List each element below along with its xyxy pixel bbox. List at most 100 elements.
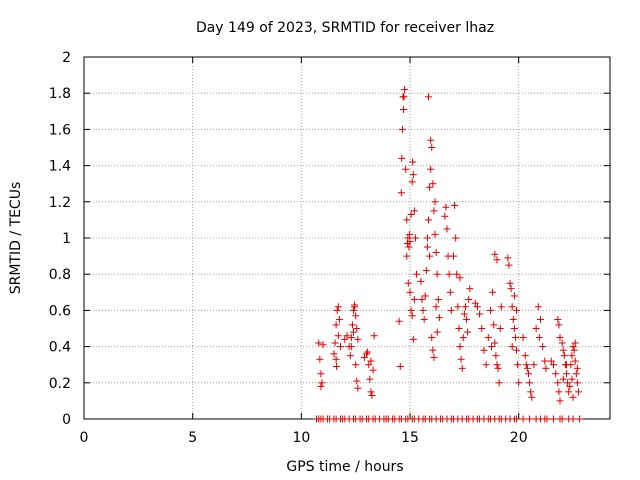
data-point	[523, 364, 531, 372]
data-point	[425, 93, 433, 101]
y-tick-label: 0	[62, 412, 71, 428]
y-tick-labels: 0 0.2 0.4 0.6 0.8 1 1.2 1.4 1.6 1.8 2	[49, 50, 71, 428]
data-point	[367, 357, 375, 365]
data-point	[510, 292, 518, 300]
data-point	[465, 296, 473, 304]
data-point	[506, 279, 514, 287]
data-point	[453, 270, 461, 278]
data-point	[405, 243, 413, 251]
data-point	[573, 364, 581, 372]
data-point	[346, 352, 354, 360]
x-tick-label: 5	[188, 430, 197, 446]
data-point	[350, 306, 358, 314]
data-point	[419, 306, 427, 314]
data-point	[491, 250, 499, 258]
data-point	[363, 350, 371, 358]
data-point	[427, 136, 435, 144]
data-point	[519, 415, 527, 423]
data-point	[420, 315, 428, 323]
data-point	[407, 210, 415, 218]
data-point	[511, 334, 519, 342]
data-point	[403, 216, 411, 224]
data-point	[507, 285, 515, 293]
data-point	[427, 165, 435, 173]
data-point	[406, 288, 414, 296]
data-point	[428, 334, 436, 342]
data-point	[484, 334, 492, 342]
data-point	[552, 370, 560, 378]
data-point	[452, 234, 460, 242]
x-tick-label: 10	[292, 430, 310, 446]
data-point	[315, 339, 323, 347]
data-point	[482, 361, 490, 369]
data-point	[397, 189, 405, 197]
data-point	[417, 277, 425, 285]
data-point	[406, 230, 414, 238]
data-point	[343, 332, 351, 340]
data-point	[431, 198, 439, 206]
data-point	[423, 243, 431, 251]
data-point	[441, 212, 449, 220]
data-point	[410, 207, 418, 215]
data-point	[333, 363, 341, 371]
data-point	[435, 314, 443, 322]
data-point	[496, 325, 504, 332]
y-tick-label: 0.8	[49, 267, 71, 283]
data-point	[513, 346, 521, 354]
data-point	[413, 270, 421, 278]
y-tick-label: 1.4	[49, 159, 71, 175]
data-point	[547, 357, 555, 365]
y-tick-label: 1.8	[49, 86, 71, 102]
data-point	[336, 343, 344, 351]
data-point	[569, 393, 577, 401]
data-point	[433, 328, 441, 336]
data-point	[524, 370, 532, 378]
data-point	[456, 343, 464, 351]
data-point	[332, 355, 340, 363]
data-point	[489, 288, 497, 296]
data-point	[478, 325, 486, 332]
data-point	[418, 296, 426, 304]
data-point	[348, 321, 356, 329]
data-point	[574, 388, 582, 396]
data-point	[572, 370, 580, 378]
data-point	[347, 343, 355, 351]
data-point	[426, 183, 434, 191]
data-point	[473, 303, 481, 311]
data-point	[425, 216, 433, 224]
data-points	[313, 86, 584, 423]
data-point	[573, 379, 581, 387]
data-point	[368, 391, 376, 399]
data-point	[555, 388, 563, 396]
data-point	[434, 296, 442, 304]
data-point	[316, 355, 324, 363]
data-point	[365, 361, 373, 369]
data-point	[429, 180, 437, 188]
data-point	[450, 252, 458, 260]
data-point	[403, 252, 411, 260]
data-point	[400, 105, 408, 113]
data-point	[559, 346, 567, 354]
data-point	[563, 361, 571, 369]
data-point	[495, 379, 503, 387]
data-point	[555, 321, 563, 329]
data-point	[399, 93, 407, 101]
data-point	[471, 299, 479, 307]
data-point	[541, 357, 549, 365]
data-point	[398, 125, 406, 133]
data-point	[539, 343, 547, 351]
data-point	[353, 325, 361, 332]
data-point	[445, 270, 453, 278]
data-point	[556, 397, 564, 405]
data-point	[486, 306, 494, 314]
x-tick-label: 15	[401, 430, 419, 446]
data-point	[543, 415, 551, 423]
data-point	[333, 306, 341, 314]
data-point	[403, 239, 411, 247]
data-point	[456, 274, 464, 282]
chart-title: Day 149 of 2023, SRMTID for receiver lha…	[196, 20, 494, 36]
data-point	[421, 292, 429, 300]
data-point	[504, 254, 512, 262]
data-point	[563, 370, 571, 378]
